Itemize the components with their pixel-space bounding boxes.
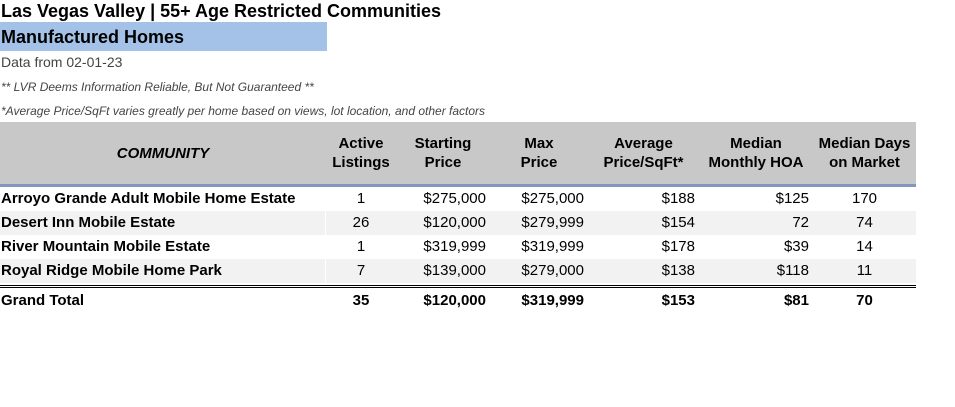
data-date: Data from 02-01-23 xyxy=(1,54,123,70)
cell-max-price: $319,999 xyxy=(521,238,584,255)
cell-median-days: 74 xyxy=(856,214,873,231)
header-median-hoa: Median Monthly HOA xyxy=(708,135,804,171)
cell-community: Arroyo Grande Adult Mobile Home Estate xyxy=(0,187,326,211)
cell-community: River Mountain Mobile Estate xyxy=(0,235,326,259)
cell-max-price: $279,000 xyxy=(521,262,584,279)
cell-average-price-sqft: $154 xyxy=(661,214,695,231)
total-label: Grand Total xyxy=(1,291,85,309)
total-starting-price: $120,000 xyxy=(423,291,486,309)
cell-community: Royal Ridge Mobile Home Park xyxy=(0,259,326,283)
total-max-price: $319,999 xyxy=(521,291,584,309)
cell-starting-price: $319,999 xyxy=(423,238,486,255)
communities-table: COMMUNITY Active Listings Starting Price M… xyxy=(0,122,916,312)
grand-total-row: Grand Total 35 $120,000 $319,999 $153 $8… xyxy=(0,285,916,312)
cell-median-hoa: $39 xyxy=(783,238,809,255)
table-row: Desert Inn Mobile Estate 26 $120,000 $27… xyxy=(0,211,916,235)
cell-median-days: 14 xyxy=(856,238,873,255)
section-subtitle: Manufactured Homes xyxy=(0,22,327,51)
disclaimer-note: ** LVR Deems Information Reliable, But N… xyxy=(1,80,314,94)
cell-starting-price: $139,000 xyxy=(423,262,486,279)
cell-average-price-sqft: $178 xyxy=(661,238,695,255)
cell-max-price: $275,000 xyxy=(521,190,584,207)
page-title: Las Vegas Valley | 55+ Age Restricted Co… xyxy=(1,1,442,21)
cell-active-listings: 1 xyxy=(356,190,366,207)
cell-median-hoa: 72 xyxy=(792,214,809,231)
header-median-days: Median Days on Market xyxy=(818,135,911,171)
cell-average-price-sqft: $188 xyxy=(661,190,695,207)
cell-active-listings: 7 xyxy=(356,262,366,279)
cell-median-hoa: $118 xyxy=(776,262,809,279)
table-row: River Mountain Mobile Estate 1 $319,999 … xyxy=(0,235,916,259)
cell-median-days: 11 xyxy=(856,262,873,279)
total-average-price-sqft: $153 xyxy=(661,291,695,309)
cell-starting-price: $120,000 xyxy=(423,214,486,231)
total-median-days: 70 xyxy=(856,291,873,309)
header-starting-price: Starting Price xyxy=(414,135,472,171)
cell-average-price-sqft: $138 xyxy=(661,262,695,279)
price-footnote: *Average Price/SqFt varies greatly per h… xyxy=(1,104,486,118)
cell-starting-price: $275,000 xyxy=(423,190,486,207)
cell-median-days: 170 xyxy=(851,190,878,207)
cell-median-hoa: $125 xyxy=(775,190,809,207)
cell-active-listings: 1 xyxy=(356,238,366,255)
header-community: COMMUNITY xyxy=(116,144,210,162)
table-row: Royal Ridge Mobile Home Park 7 $139,000 … xyxy=(0,259,916,283)
table-row: Arroyo Grande Adult Mobile Home Estate 1… xyxy=(0,187,916,211)
total-median-hoa: $81 xyxy=(783,291,809,309)
table-header: COMMUNITY Active Listings Starting Price M… xyxy=(0,122,916,187)
cell-max-price: $279,999 xyxy=(521,214,584,231)
header-max-price: Max Price xyxy=(520,135,558,171)
total-active-listings: 35 xyxy=(352,291,370,309)
header-average-price-sqft: Average Price/SqFt* xyxy=(603,135,684,171)
header-active-listings: Active Listings xyxy=(332,135,390,171)
cell-community: Desert Inn Mobile Estate xyxy=(0,211,326,235)
cell-active-listings: 26 xyxy=(352,214,370,231)
